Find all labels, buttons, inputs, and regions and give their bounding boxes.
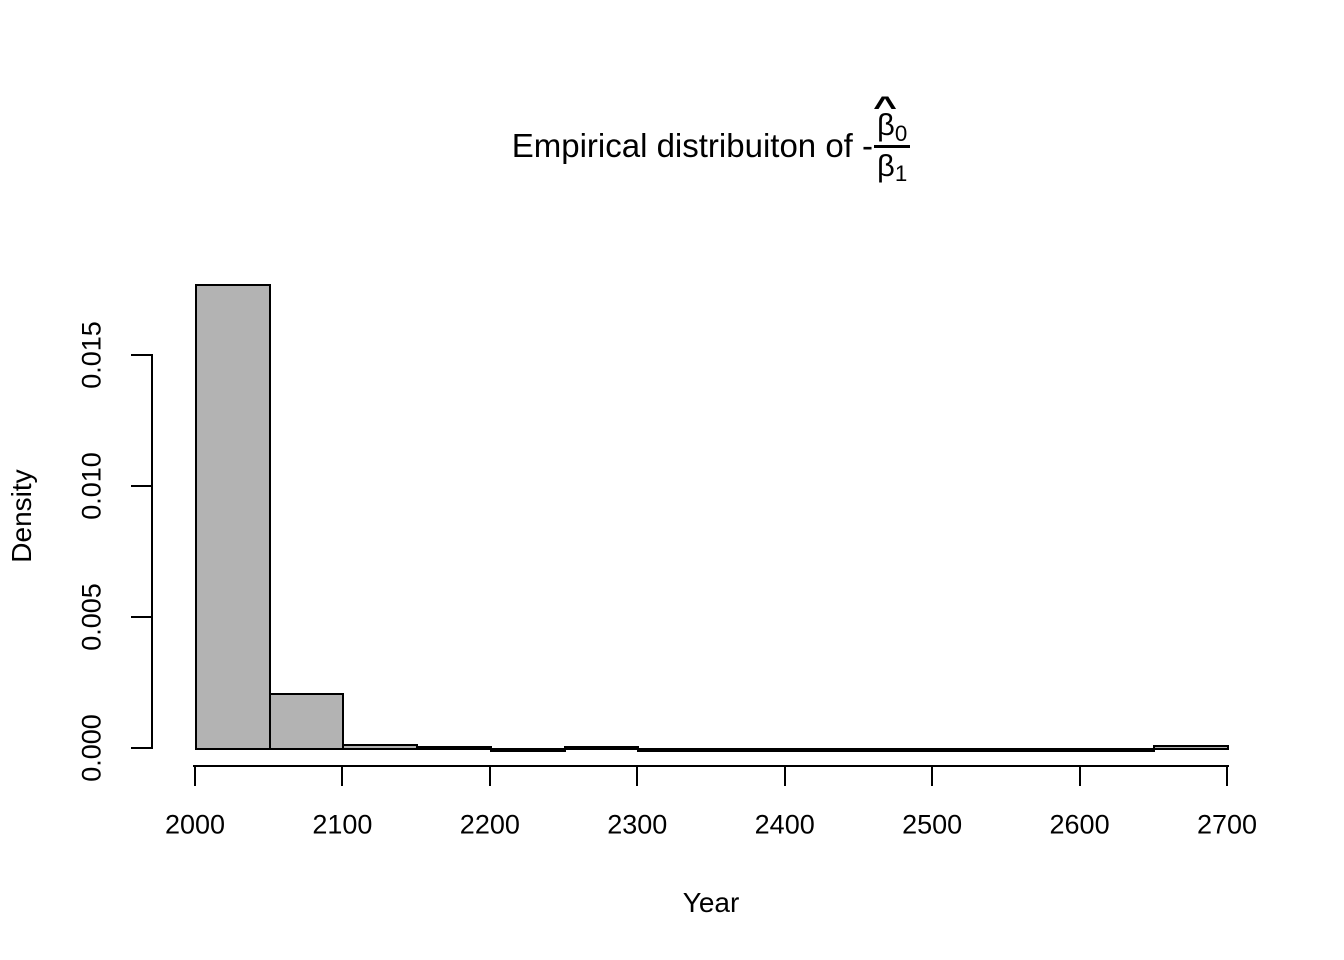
x-tick-label: 2000 [164,809,226,840]
x-tick-label: 2200 [459,809,520,840]
beta0-base: β [877,106,895,142]
x-tick-label: 2700 [1196,809,1258,840]
y-axis-tick [131,747,151,749]
x-axis-tick [488,766,491,786]
y-axis-tick [131,616,151,618]
x-tick-label: 2600 [1049,809,1110,840]
x-tick-label: 2500 [902,809,963,840]
x-axis-tick [636,766,639,786]
x-axis-tick [783,766,786,786]
y-tick-label: 0.005 [76,583,107,651]
x-axis-label: Year [682,887,740,918]
beta0-hat-numerator: ^ β0 [873,91,911,148]
x-axis-tick [341,766,344,786]
histogram-bar [637,747,713,752]
x-tick-label: 2300 [607,809,668,840]
y-axis-line [151,354,153,749]
histogram-bar [784,747,861,752]
beta1-denominator: β1 [877,147,908,187]
histogram-bar [932,747,1008,752]
beta1-subscript: 1 [894,161,908,187]
y-tick-label: 0.000 [76,714,107,782]
beta1-base: β [877,147,895,183]
x-axis-tick [1078,766,1081,786]
histogram-bar [1079,747,1156,752]
y-axis-tick [131,485,151,487]
histogram-bar [858,747,935,752]
histogram-bar [489,747,566,752]
x-axis-tick [1226,766,1228,786]
y-axis-label: Density [6,469,37,563]
histogram-bar [268,693,345,750]
histogram-bar [1153,745,1229,750]
histogram-bar [195,284,271,750]
beta0-subscript: 0 [894,120,908,146]
histogram-bar [1005,747,1082,752]
x-axis-tick [931,766,934,786]
y-tick-label: 0.010 [76,452,107,520]
x-tick-label: 2100 [312,809,373,840]
x-axis-tick [194,766,196,786]
y-axis-tick [131,354,151,356]
histogram-bar [711,747,787,752]
chart-title: Empirical distribuiton of - ^ β0 β1 [78,88,1344,203]
hat-icon: ^ [873,89,897,123]
y-tick-label: 0.015 [76,321,107,389]
x-axis-line [193,765,1229,767]
histogram-bar [342,744,419,750]
beta-fraction: ^ β0 β1 [873,91,911,187]
histogram-bar [416,745,492,750]
x-tick-label: 2400 [754,809,815,840]
histogram-bar [563,745,640,750]
chart-title-text: Empirical distribuiton of - [511,126,874,164]
